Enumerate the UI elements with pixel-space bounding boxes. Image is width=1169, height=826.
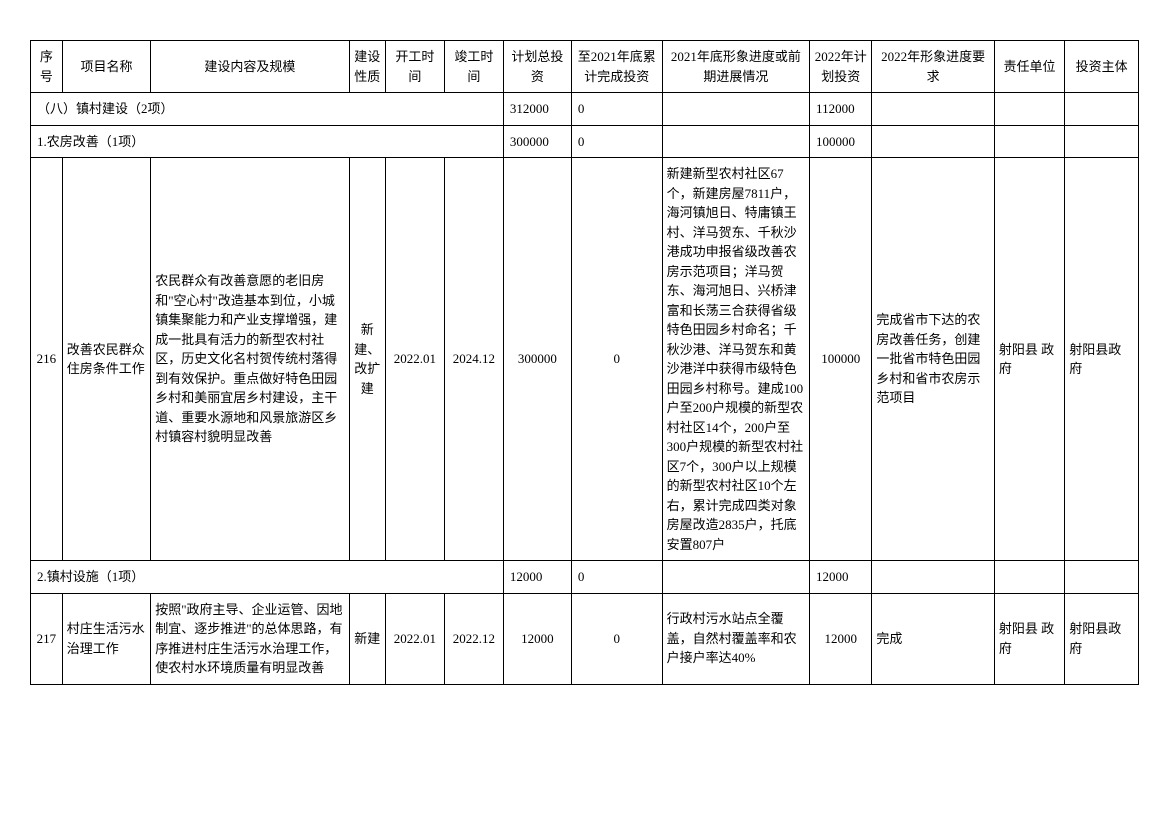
cell-total: 300000: [503, 158, 571, 561]
header-start: 开工时间: [385, 41, 444, 93]
section-8-2-progress: [662, 561, 809, 594]
section-8-req: [872, 93, 994, 126]
cell-seq: 217: [31, 593, 63, 684]
cell-investor: 射阳县政府: [1065, 593, 1139, 684]
cell-req2022: 完成省市下达的农房改善任务，创建一批省市特色田园乡村和省市农房示范项目: [872, 158, 994, 561]
cell-name: 村庄生活污水治理工作: [62, 593, 150, 684]
section-8-unit: [994, 93, 1064, 126]
section-8-2-investor: [1065, 561, 1139, 594]
cell-plan2022: 12000: [810, 593, 872, 684]
section-8-1-investor: [1065, 125, 1139, 158]
header-progress: 2021年底形象进度或前期进展情况: [662, 41, 809, 93]
cell-total: 12000: [503, 593, 571, 684]
section-8-1-plan2022: 100000: [810, 125, 872, 158]
section-8-1-total: 300000: [503, 125, 571, 158]
section-8-progress: [662, 93, 809, 126]
header-total: 计划总投资: [503, 41, 571, 93]
section-8-total: 312000: [503, 93, 571, 126]
section-8-2-total: 12000: [503, 561, 571, 594]
cell-name: 改善农民群众住房条件工作: [62, 158, 150, 561]
cell-content: 农民群众有改善意愿的老旧房和"空心村"改造基本到位，小城镇集聚能力和产业支撑增强…: [151, 158, 349, 561]
table-row: 216 改善农民群众住房条件工作 农民群众有改善意愿的老旧房和"空心村"改造基本…: [31, 158, 1139, 561]
cell-seq: 216: [31, 158, 63, 561]
cell-end: 2024.12: [444, 158, 503, 561]
cell-investor: 射阳县政府: [1065, 158, 1139, 561]
header-plan2022: 2022年计划投资: [810, 41, 872, 93]
cell-end: 2022.12: [444, 593, 503, 684]
section-8: （八）镇村建设（2项） 312000 0 112000: [31, 93, 1139, 126]
header-seq: 序号: [31, 41, 63, 93]
header-row: 序号 项目名称 建设内容及规模 建设性质 开工时间 竣工时间 计划总投资 至20…: [31, 41, 1139, 93]
section-8-1-cumulative: 0: [571, 125, 662, 158]
header-unit: 责任单位: [994, 41, 1064, 93]
cell-cumulative: 0: [571, 593, 662, 684]
cell-nature: 新建、改扩建: [349, 158, 385, 561]
section-8-1-progress: [662, 125, 809, 158]
cell-start: 2022.01: [385, 158, 444, 561]
section-8-title: （八）镇村建设（2项）: [31, 93, 504, 126]
section-8-2-title: 2.镇村设施（1项）: [31, 561, 504, 594]
cell-start: 2022.01: [385, 593, 444, 684]
section-8-plan2022: 112000: [810, 93, 872, 126]
section-8-1-title: 1.农房改善（1项）: [31, 125, 504, 158]
header-cumulative: 至2021年底累计完成投资: [571, 41, 662, 93]
cell-progress: 新建新型农村社区67个，新建房屋7811户，海河镇旭日、特庸镇王村、洋马贺东、千…: [662, 158, 809, 561]
project-table: 序号 项目名称 建设内容及规模 建设性质 开工时间 竣工时间 计划总投资 至20…: [30, 40, 1139, 685]
section-8-2-unit: [994, 561, 1064, 594]
section-8-investor: [1065, 93, 1139, 126]
cell-plan2022: 100000: [810, 158, 872, 561]
section-8-2: 2.镇村设施（1项） 12000 0 12000: [31, 561, 1139, 594]
cell-nature: 新建: [349, 593, 385, 684]
header-investor: 投资主体: [1065, 41, 1139, 93]
section-8-2-cumulative: 0: [571, 561, 662, 594]
cell-req2022: 完成: [872, 593, 994, 684]
table-row: 217 村庄生活污水治理工作 按照"政府主导、企业运管、因地制宜、逐步推进"的总…: [31, 593, 1139, 684]
cell-unit: 射阳县 政府: [994, 593, 1064, 684]
cell-cumulative: 0: [571, 158, 662, 561]
cell-progress: 行政村污水站点全覆盖，自然村覆盖率和农户接户率达40%: [662, 593, 809, 684]
section-8-2-plan2022: 12000: [810, 561, 872, 594]
header-name: 项目名称: [62, 41, 150, 93]
header-end: 竣工时间: [444, 41, 503, 93]
header-content: 建设内容及规模: [151, 41, 349, 93]
section-8-1-unit: [994, 125, 1064, 158]
section-8-1: 1.农房改善（1项） 300000 0 100000: [31, 125, 1139, 158]
section-8-2-req: [872, 561, 994, 594]
section-8-cumulative: 0: [571, 93, 662, 126]
cell-unit: 射阳县 政府: [994, 158, 1064, 561]
header-req2022: 2022年形象进度要求: [872, 41, 994, 93]
cell-content: 按照"政府主导、企业运管、因地制宜、逐步推进"的总体思路，有序推进村庄生活污水治…: [151, 593, 349, 684]
header-nature: 建设性质: [349, 41, 385, 93]
section-8-1-req: [872, 125, 994, 158]
